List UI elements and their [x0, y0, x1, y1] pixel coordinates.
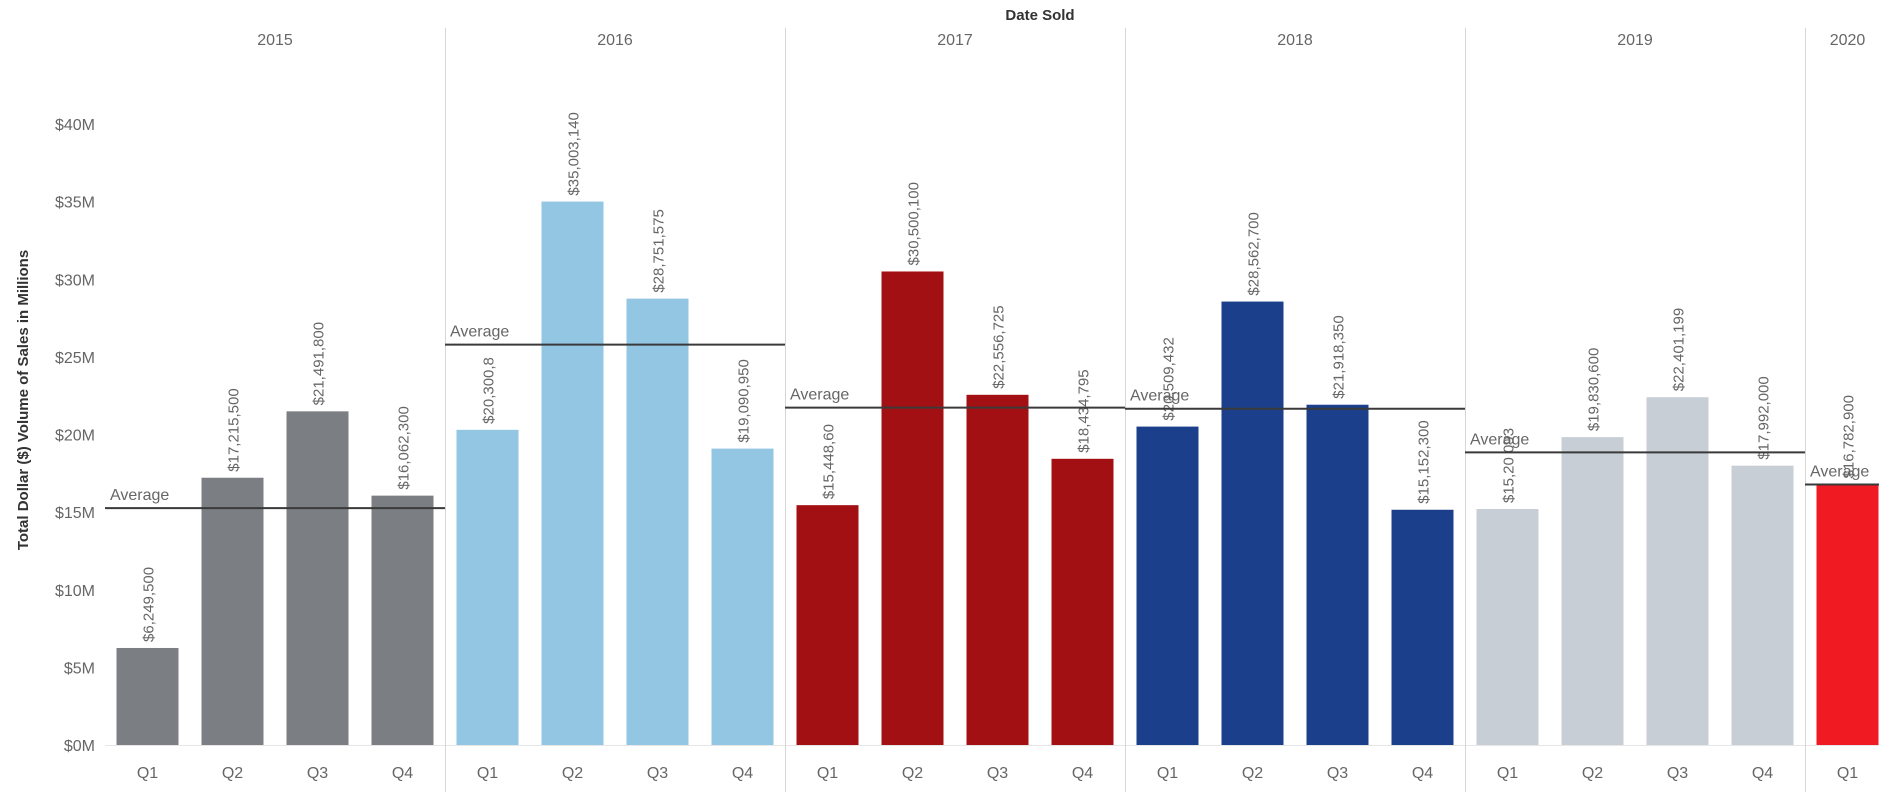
- year-panels: 2015 Q1 $6,249,500 Q2 $17,215,500 Q3 $21,491,8…: [105, 28, 1879, 792]
- year-panel-2016: 2016 Q1 $20,300,8 Q2 $35,003,140 Q3 $28,751,57…: [445, 28, 785, 792]
- year-panel-2017: 2017 Q1 $15,448,60 Q2 $30,500,100 Q3 $22,556,7…: [785, 28, 1125, 792]
- x-tick-label: Q3: [307, 765, 328, 782]
- bar-2016-Q2: [541, 201, 604, 746]
- average-label: Average: [110, 487, 169, 504]
- bar-2015-Q4: [371, 495, 434, 745]
- average-label: Average: [1470, 431, 1529, 448]
- average-label: Average: [1130, 388, 1189, 405]
- bar-2019-Q1: [1476, 509, 1539, 745]
- x-tick-label: Q2: [562, 765, 583, 782]
- average-label: Average: [790, 387, 849, 404]
- x-tick-label: Q2: [1582, 765, 1603, 782]
- bar-2018-Q4: [1391, 509, 1454, 745]
- bar-2017-Q3: [966, 394, 1029, 745]
- year-header: 2018: [1277, 32, 1313, 49]
- x-tick-label: Q4: [1072, 765, 1093, 782]
- bar-2018-Q3: [1306, 404, 1369, 745]
- y-tick-label: $5M: [64, 660, 95, 677]
- y-tick-label: $35M: [55, 195, 95, 212]
- year-header: 2019: [1617, 32, 1653, 49]
- bar-2017-Q4: [1051, 458, 1114, 745]
- bar-value-label: $35,003,140: [566, 112, 583, 195]
- bar-2018-Q1: [1136, 426, 1199, 745]
- x-tick-label: Q1: [817, 765, 838, 782]
- chart-title: Date Sold: [1005, 7, 1074, 24]
- bar-value-label: $30,500,100: [906, 182, 923, 265]
- x-tick-label: Q1: [1157, 765, 1178, 782]
- bar-2019-Q4: [1731, 465, 1794, 745]
- y-tick-label: $30M: [55, 272, 95, 289]
- y-tick-label: $40M: [55, 117, 95, 134]
- bar-value-label: $20,300,8: [481, 357, 498, 424]
- y-tick-label: $25M: [55, 350, 95, 367]
- bar-value-label: $21,491,800: [311, 322, 328, 405]
- year-panel-2015: 2015 Q1 $6,249,500 Q2 $17,215,500 Q3 $21,491,8…: [105, 32, 445, 782]
- year-header: 2020: [1830, 32, 1866, 49]
- bar-2015-Q2: [201, 477, 264, 745]
- x-tick-label: Q4: [1752, 765, 1773, 782]
- x-tick-label: Q4: [1412, 765, 1433, 782]
- bar-value-label: $17,215,500: [226, 388, 243, 471]
- bar-2016-Q4: [711, 448, 774, 745]
- year-header: 2016: [597, 32, 633, 49]
- x-tick-label: Q4: [732, 765, 753, 782]
- bar-value-label: $22,556,725: [991, 305, 1008, 388]
- average-label: Average: [450, 324, 509, 341]
- x-tick-label: Q1: [1837, 765, 1858, 782]
- bar-value-label: $15,20 093: [1501, 428, 1518, 503]
- y-axis-label: Total Dollar ($) Volume of Sales in Mill…: [15, 250, 32, 550]
- x-tick-label: Q2: [222, 765, 243, 782]
- x-tick-label: Q3: [987, 765, 1008, 782]
- bar-value-label: $28,751,575: [651, 209, 668, 292]
- bar-value-label: $15,448,60: [821, 424, 838, 499]
- bar-value-label: $16,062,300: [396, 406, 413, 489]
- average-label: Average: [1810, 463, 1869, 480]
- x-tick-label: Q1: [477, 765, 498, 782]
- bar-2019-Q2: [1561, 437, 1624, 745]
- bar-value-label: $15,152,300: [1416, 420, 1433, 503]
- y-tick-label: $20M: [55, 428, 95, 445]
- year-header: 2017: [937, 32, 973, 49]
- bar-2015-Q3: [286, 411, 349, 745]
- bar-value-label: $22,401,199: [1671, 308, 1688, 391]
- bar-value-label: $19,830,600: [1586, 348, 1603, 431]
- y-tick-label: $0M: [64, 738, 95, 755]
- bar-2018-Q2: [1221, 301, 1284, 745]
- bar-2016-Q1: [456, 429, 519, 745]
- bar-value-label: $20,509,432: [1161, 337, 1178, 420]
- bar-value-label: $19,090,950: [736, 359, 753, 442]
- bar-value-label: $18,434,795: [1076, 369, 1093, 452]
- bar-value-label: $6,249,500: [141, 567, 158, 642]
- bar-2017-Q1: [796, 505, 859, 745]
- x-tick-label: Q2: [902, 765, 923, 782]
- year-header: 2015: [257, 32, 293, 49]
- x-tick-label: Q1: [137, 765, 158, 782]
- y-tick-label: $10M: [55, 583, 95, 600]
- year-panel-2019: 2019 Q1 $15,20 093 Q2 $19,830,600 Q3 $22,401,1…: [1465, 28, 1805, 792]
- x-tick-label: Q3: [1667, 765, 1688, 782]
- bar-value-label: $17,992,000: [1756, 376, 1773, 459]
- bar-value-label: $28,562,700: [1246, 212, 1263, 295]
- bar-value-label: $21,918,350: [1331, 315, 1348, 398]
- x-tick-label: Q1: [1497, 765, 1518, 782]
- y-axis: $0M $5M $10M $15M $20M $25M $30M $35M $40M: [55, 117, 1879, 755]
- bar-2019-Q3: [1646, 397, 1709, 745]
- year-panel-2018: 2018 Q1 $20,509,432 Q2 $28,562,700 Q3 $21,918,…: [1125, 28, 1465, 792]
- y-tick-label: $15M: [55, 505, 95, 522]
- bar-2015-Q1: [116, 647, 179, 745]
- x-tick-label: Q4: [392, 765, 413, 782]
- bar-value-label: $16,782,900: [1841, 395, 1858, 478]
- x-tick-label: Q3: [1327, 765, 1348, 782]
- bar-2016-Q3: [626, 298, 689, 745]
- bar-2017-Q2: [881, 271, 944, 745]
- bar-2020-Q1: [1816, 484, 1879, 745]
- x-tick-label: Q2: [1242, 765, 1263, 782]
- x-tick-label: Q3: [647, 765, 668, 782]
